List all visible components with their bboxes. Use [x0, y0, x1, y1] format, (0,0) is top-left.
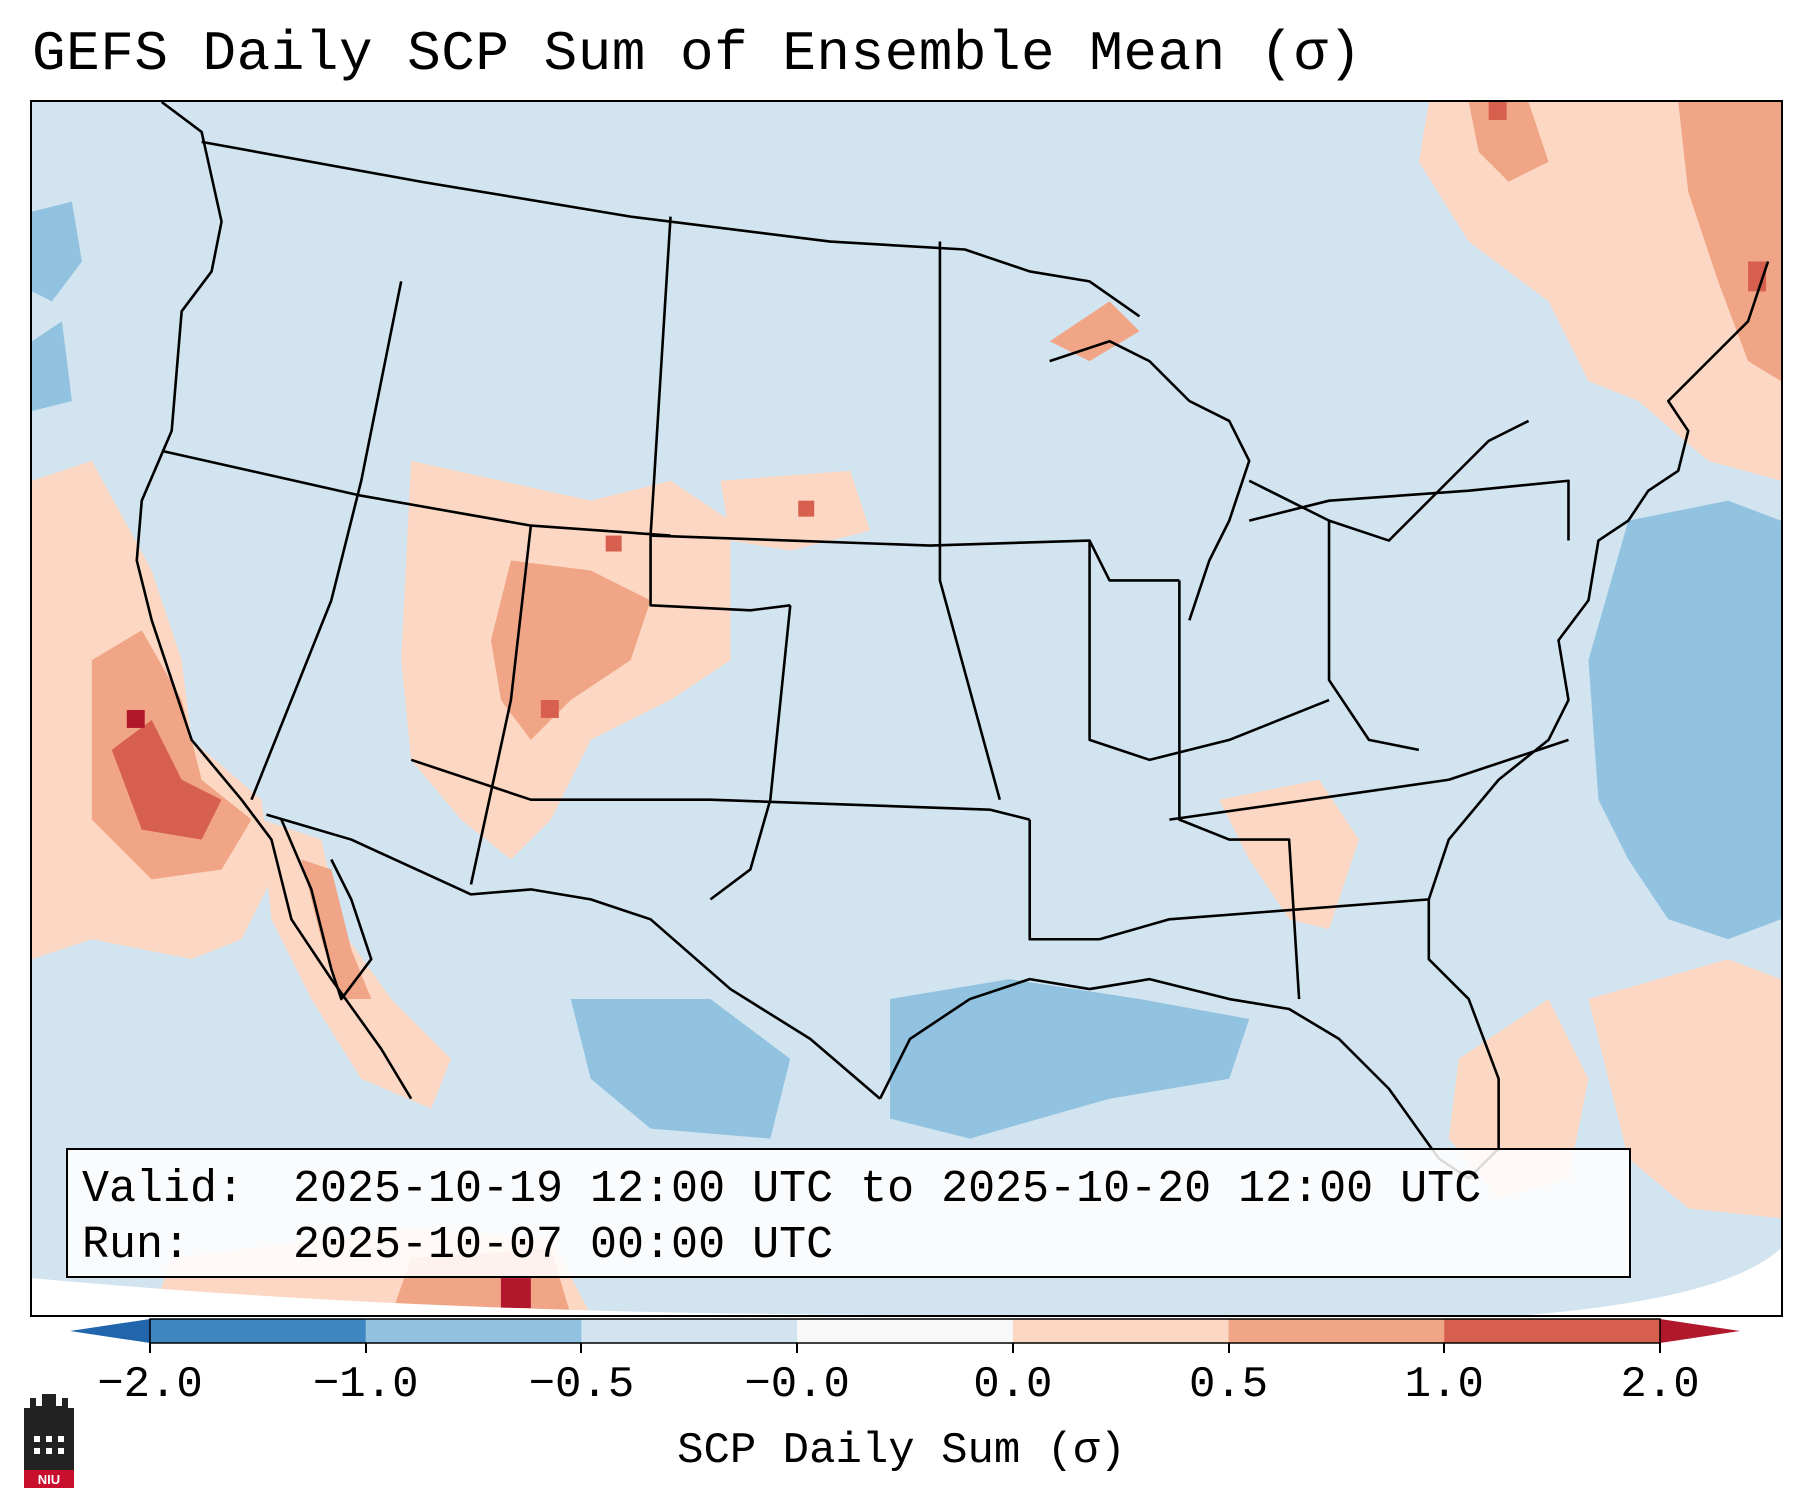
anomaly-patch-plains: [720, 470, 871, 551]
anomaly-patch-atlantic-neg: [1588, 500, 1781, 940]
run-label: Run:: [82, 1220, 191, 1271]
coastline-east: [1427, 261, 1770, 900]
colorbar-tick-label: −1.0: [312, 1360, 419, 1410]
colorbar: [70, 1318, 1740, 1344]
coastline-gulf: [878, 899, 1500, 1180]
valid-value: 2025-10-19 12:00 UTC to 2025-10-20 12:00…: [293, 1164, 1482, 1215]
state-line-9: [1028, 819, 1429, 941]
us-mexico-border: [266, 813, 881, 1100]
map-panel: [30, 100, 1783, 1317]
state-line-14: [1088, 540, 1330, 762]
anomaly-patch-atlantic: [1588, 959, 1781, 1219]
boundary-lines: [135, 102, 1770, 1180]
niu-castle-icon: NIU: [24, 1394, 74, 1488]
map-canvas: [32, 102, 1781, 1315]
colorbar-tick-label: −0.5: [528, 1360, 635, 1410]
colorbar-tick-label: 1.0: [1404, 1360, 1484, 1410]
anomaly-patch-plains-2: [798, 500, 815, 517]
anomaly-patch-northeast-3: [1678, 102, 1781, 382]
state-line-13: [1327, 520, 1420, 752]
colorbar-tick-mark: [1227, 1343, 1230, 1353]
anomaly-field: [32, 102, 1781, 1315]
anomaly-patch-baja-2: [301, 859, 372, 1000]
anomaly-patch-rockies-2: [490, 560, 651, 740]
anomaly-patch-mexico-s3: [500, 1278, 531, 1309]
anomaly-patch-northeast-2: [1468, 102, 1549, 182]
colorbar-segment: [365, 1319, 582, 1343]
colorbar-segment: [797, 1319, 1014, 1343]
anomaly-patch-pacific-4: [126, 709, 145, 728]
map-projection-edge-right: [1528, 1248, 1781, 1315]
coastline-west: [135, 102, 413, 1100]
coastline-baja: [280, 819, 373, 1001]
colorbar-tick-mark: [364, 1343, 367, 1353]
colorbar-tick-label: 0.0: [973, 1360, 1053, 1410]
colorbar-segment: [1444, 1319, 1661, 1343]
valid-run-info-box: Valid: 2025-10-19 12:00 UTC to 2025-10-20…: [66, 1148, 1631, 1278]
state-line-12: [1248, 479, 1570, 541]
state-line-4: [469, 525, 533, 885]
state-line-11: [1169, 738, 1569, 821]
state-line-5: [410, 758, 1031, 821]
colorbar-extend-low: [70, 1319, 150, 1343]
anomaly-patch-rockies-4: [605, 535, 622, 552]
colorbar-segment: [581, 1319, 798, 1343]
colorbar-tick-mark: [149, 1343, 151, 1353]
anomaly-patch-pacific-3: [111, 719, 222, 840]
anomaly-patch-northeast-4: [1488, 102, 1507, 120]
valid-label: Valid:: [82, 1164, 245, 1215]
colorbar-segment: [150, 1319, 367, 1343]
colorbar-tick-label: 0.5: [1188, 1360, 1269, 1410]
niu-logo-text: NIU: [38, 1472, 60, 1487]
anomaly-patch-gulf-neg: [890, 979, 1250, 1139]
colorbar-tick-label: −2.0: [97, 1360, 203, 1410]
state-line-2: [250, 281, 403, 801]
anomaly-patch-bc-neg2: [32, 321, 72, 411]
colorbar-segment: [1012, 1319, 1230, 1343]
colorbar-tick-mark: [1011, 1343, 1014, 1353]
anomaly-patch-superior: [1049, 301, 1140, 362]
great-lakes: [1049, 339, 1530, 621]
chart-title: GEFS Daily SCP Sum of Ensemble Mean (σ): [32, 22, 1363, 86]
colorbar-tick-mark: [580, 1343, 583, 1353]
anomaly-patch-texas-neg: [570, 999, 791, 1139]
colorbar-label: SCP Daily Sum (σ): [677, 1426, 1126, 1476]
colorbar-tick-label: −0.0: [744, 1360, 850, 1410]
run-value: 2025-10-07 00:00 UTC: [293, 1220, 834, 1271]
state-line-10: [1178, 580, 1301, 1000]
colorbar-tick-mark: [796, 1343, 799, 1353]
colorbar-tick-label: 2.0: [1620, 1360, 1700, 1410]
anomaly-patch-bc-neg: [32, 201, 82, 302]
us-canada-border: [201, 140, 1141, 318]
anomaly-patch-rockies-3: [540, 700, 559, 718]
colorbar-segment: [1228, 1319, 1445, 1343]
colorbar-outline: [149, 1318, 1661, 1344]
state-line-3: [649, 216, 791, 612]
map-projection-edge-left: [32, 1278, 930, 1315]
state-line-7: [938, 241, 1002, 801]
colorbar-tick-mark: [1659, 1343, 1661, 1353]
state-line-1: [161, 449, 671, 537]
colorbar-extend-high: [1660, 1319, 1740, 1343]
state-line-6: [709, 605, 792, 901]
colorbar-tick-mark: [1443, 1343, 1446, 1353]
